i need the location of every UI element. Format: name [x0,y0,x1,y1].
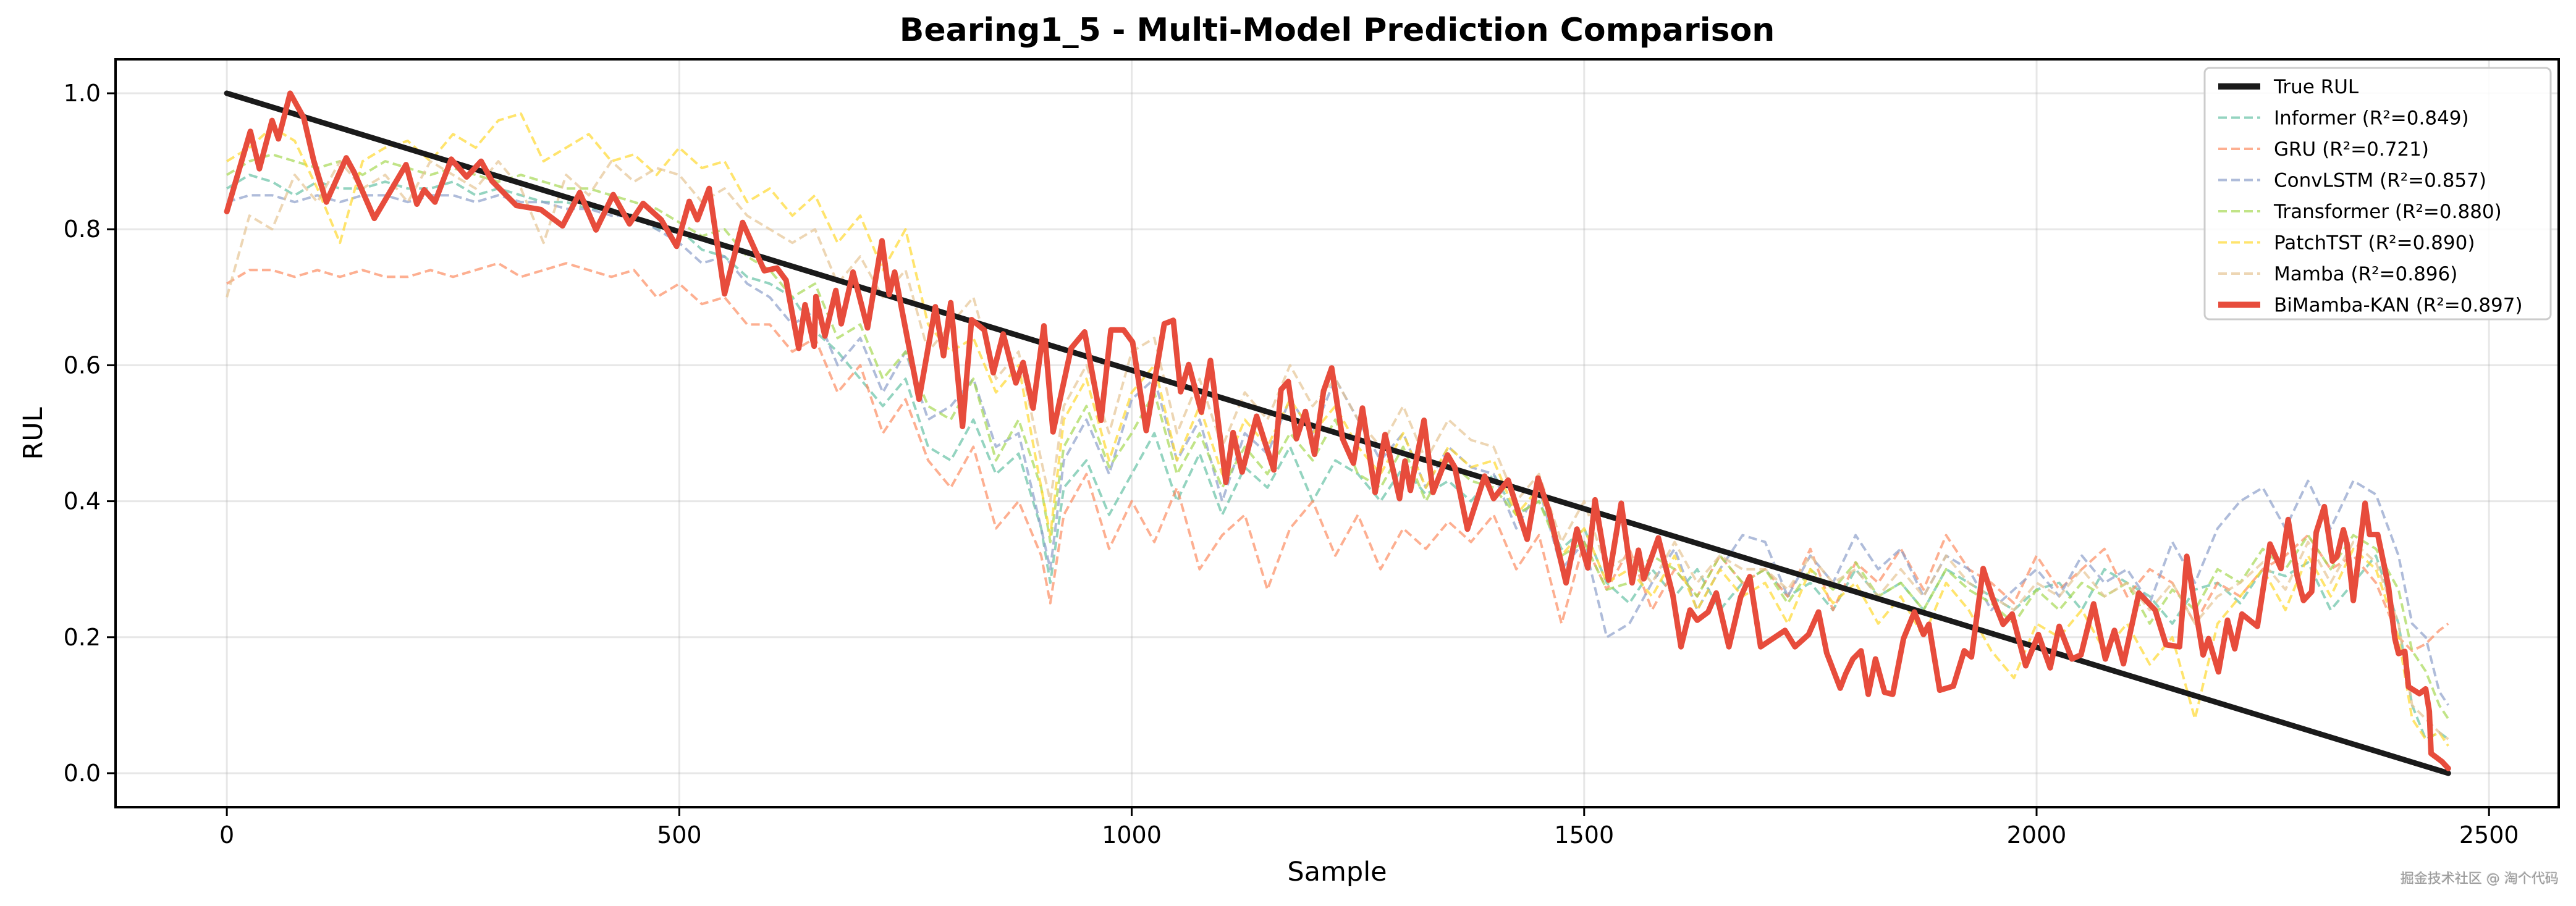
legend-label: BiMamba-KAN (R²=0.897) [2274,295,2523,317]
x-tick-label: 500 [657,821,702,849]
x-axis-label: Sample [1287,857,1387,887]
plot-frame [114,58,2560,808]
legend-label: Informer (R²=0.849) [2274,107,2469,130]
series-line-bimamba-kan [224,90,2451,771]
legend-label: Mamba (R²=0.896) [2274,263,2457,285]
series-line-true-rul [224,90,2451,776]
chart-title: Bearing1_5 - Multi-Model Prediction Comp… [900,12,1775,49]
x-tick-label: 1500 [1554,821,1614,849]
y-tick-label: 0.0 [64,760,101,787]
x-tick-label: 2000 [2007,821,2067,849]
series-layer [224,90,2451,776]
x-tick-label: 1000 [1102,821,1162,849]
y-tick-label: 0.8 [64,216,101,243]
y-tick-label: 0.2 [64,624,101,651]
legend-label: ConvLSTM (R²=0.857) [2274,170,2486,192]
series-line-patchtst [226,112,2449,747]
series-line-mamba [226,160,2449,740]
x-tick-label: 0 [219,821,234,849]
watermark: 掘金技术社区 @ 淘个代码 [2401,871,2559,887]
legend-label: Transformer (R²=0.880) [2273,201,2502,223]
x-axis-ticks: 0 500 1000 1500 2000 2500 [219,807,2519,849]
y-tick-label: 0.6 [64,351,101,379]
y-axis-label: RUL [18,407,49,459]
x-tick-label: 2500 [2459,821,2519,849]
legend: True RUL Informer (R²=0.849) GRU (R²=0.721… [2203,67,2552,321]
legend-label: True RUL [2273,76,2359,98]
legend-label: GRU (R²=0.721) [2274,138,2429,161]
series-line-gru [226,262,2449,652]
y-axis-ticks: 0.0 0.2 0.4 0.6 0.8 1.0 [64,80,116,787]
grid [116,59,2559,807]
legend-label: PatchTST (R²=0.890) [2274,232,2475,254]
legend-box [2203,67,2552,321]
y-tick-label: 0.4 [64,488,101,515]
y-tick-label: 1.0 [64,80,101,107]
